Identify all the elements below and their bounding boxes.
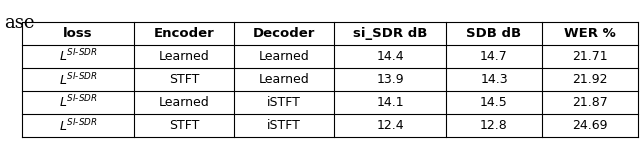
Text: 12.4: 12.4 bbox=[376, 119, 404, 132]
Text: si_SDR dB: si_SDR dB bbox=[353, 27, 427, 40]
Text: Learned: Learned bbox=[259, 50, 309, 63]
Text: 14.7: 14.7 bbox=[480, 50, 508, 63]
Text: 14.3: 14.3 bbox=[480, 73, 508, 86]
Text: SDB dB: SDB dB bbox=[467, 27, 522, 40]
Text: 13.9: 13.9 bbox=[376, 73, 404, 86]
Text: 12.8: 12.8 bbox=[480, 119, 508, 132]
Text: Learned: Learned bbox=[259, 73, 309, 86]
Text: loss: loss bbox=[63, 27, 93, 40]
Text: 14.1: 14.1 bbox=[376, 96, 404, 109]
Text: 21.92: 21.92 bbox=[572, 73, 608, 86]
Text: Encoder: Encoder bbox=[154, 27, 214, 40]
Text: Learned: Learned bbox=[159, 96, 209, 109]
Text: 21.71: 21.71 bbox=[572, 50, 608, 63]
Text: Learned: Learned bbox=[159, 50, 209, 63]
Text: WER %: WER % bbox=[564, 27, 616, 40]
Text: iSTFT: iSTFT bbox=[267, 96, 301, 109]
Text: STFT: STFT bbox=[169, 73, 199, 86]
Text: $L^{SI\text{-}SDR}$: $L^{SI\text{-}SDR}$ bbox=[59, 94, 97, 111]
Text: iSTFT: iSTFT bbox=[267, 119, 301, 132]
Text: $L^{SI\text{-}SDR}$: $L^{SI\text{-}SDR}$ bbox=[59, 48, 97, 65]
Text: 24.69: 24.69 bbox=[572, 119, 608, 132]
Text: 14.5: 14.5 bbox=[480, 96, 508, 109]
Text: STFT: STFT bbox=[169, 119, 199, 132]
Text: $L^{SI\text{-}SDR}$: $L^{SI\text{-}SDR}$ bbox=[59, 117, 97, 134]
Text: Decoder: Decoder bbox=[253, 27, 315, 40]
Text: 21.87: 21.87 bbox=[572, 96, 608, 109]
Text: $L^{SI\text{-}SDR}$: $L^{SI\text{-}SDR}$ bbox=[59, 71, 97, 88]
Text: ase: ase bbox=[4, 14, 35, 32]
Text: 14.4: 14.4 bbox=[376, 50, 404, 63]
